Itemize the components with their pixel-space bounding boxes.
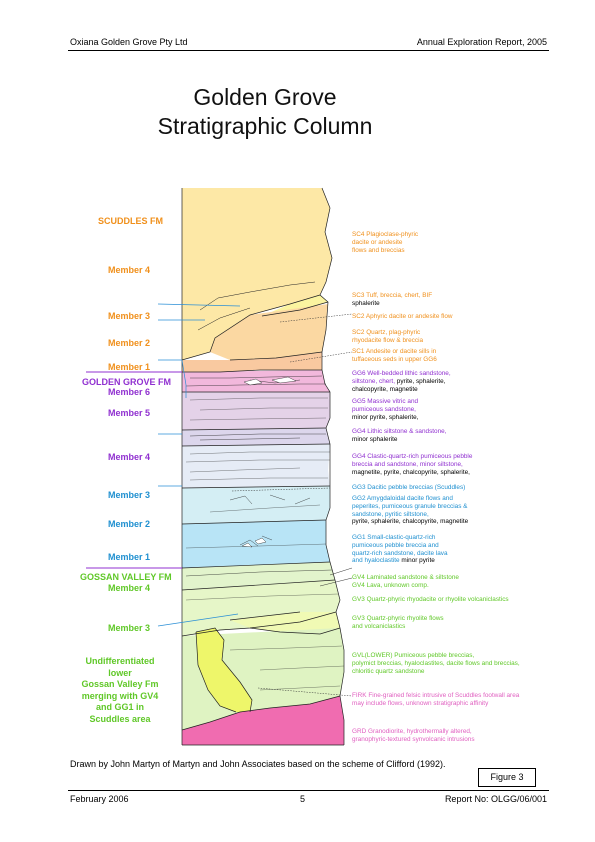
label-member4-gossan-valley: Member 4	[108, 583, 151, 593]
label-undifferentiated: Undifferentiated lower Gossan Valley Fm …	[81, 656, 159, 724]
gg4a-layer	[182, 428, 330, 446]
header-right: Annual Exploration Report, 2005	[416, 37, 547, 47]
desc-sc2-aphyric: SC2 Aphyric dacite or andesite flow	[352, 313, 453, 320]
gv3b-layer	[230, 612, 340, 634]
desc-sc1: SC1 Andesite or dacite sills in tuffaceou…	[352, 348, 437, 363]
label-member3-scuddles: Member 3	[108, 311, 151, 321]
desc-gg5: GG5 Massive vitric and pumiceous sandston…	[352, 398, 419, 421]
label-member2-golden-grove: Member 2	[108, 519, 151, 529]
sc4-layer	[182, 188, 332, 360]
label-golden-grove-fm: GOLDEN GROVE FM	[82, 377, 172, 387]
sc1-layer	[182, 352, 322, 372]
sc3-layer	[262, 295, 328, 316]
desc-gv3-flows: GV3 Quartz-phyric rhyolite flows and volc…	[352, 615, 444, 630]
firk-layer	[196, 628, 252, 712]
label-member3-gossan-valley: Member 3	[108, 623, 151, 633]
desc-gg2: GG2 Amygdaloidal dacite flows and peperit…	[352, 495, 469, 526]
label-member2-scuddles: Member 2	[108, 338, 151, 348]
label-member5: Member 5	[108, 408, 151, 418]
gg2-layer	[182, 486, 330, 524]
desc-gv4-laminated: GV4 Laminated sandstone & siltstone	[352, 574, 459, 581]
grd-layer	[182, 696, 344, 745]
gv3-layer	[182, 580, 340, 636]
header-rule	[68, 50, 549, 51]
desc-gg4-lithic: GG4 Lithic siltstone & sandstone, minor …	[352, 428, 447, 443]
page-number: 5	[300, 794, 306, 804]
desc-gg6: GG6 Well-bedded lithic sandstone, siltst…	[352, 370, 451, 393]
desc-sc4: SC4 Plagioclase-phyric dacite or andesite…	[352, 231, 419, 254]
desc-firk: FIRK Fine-grained felsic intrusive of Sc…	[352, 692, 520, 707]
desc-grd: GRD Granodiorite, hydrothermally altered…	[352, 728, 475, 743]
page-title-line1: Golden Grove	[193, 84, 337, 110]
gv4-layer	[182, 562, 335, 590]
gg5-layer	[182, 392, 330, 430]
label-member1-scuddles: Member 1	[108, 362, 151, 372]
footer-rule	[68, 790, 549, 791]
label-member3-golden-grove: Member 3	[108, 490, 151, 500]
label-member4-scuddles: Member 4	[108, 265, 151, 275]
desc-gvl: GVL(LOWER) Pumiceous pebble breccias, pol…	[352, 652, 520, 675]
desc-gg1: GG1 Small-clastic-quartz-rich pumiceous p…	[352, 534, 448, 565]
sc2-layer	[210, 304, 328, 360]
page-title-line2: Stratigraphic Column	[157, 113, 373, 139]
figure-label: Figure 3	[478, 768, 536, 787]
desc-gv4-lava: GV4 Lava, unknown comp.	[352, 582, 429, 589]
desc-gg4: GG4 Clastic-quartz-rich pumiceous pebble…	[352, 453, 473, 476]
desc-sc3: SC3 Tuff, breccia, chert, BIF sphalerite	[352, 292, 433, 307]
desc-gg3: GG3 Dacitic pebble breccias (Scuddles)	[352, 484, 466, 491]
gg1-layer	[182, 520, 330, 568]
figure-caption: Drawn by John Martyn of Martyn and John …	[70, 759, 446, 769]
label-scuddles-fm: SCUDDLES FM	[98, 216, 163, 226]
desc-sc2: SC2 Quartz, plag-phyric rhyodacite flow &…	[352, 329, 424, 344]
label-member6: Member 6	[108, 387, 151, 397]
desc-gv3-volcaniclastics: GV3 Quartz-phyric rhyodacite or rhyolite…	[352, 596, 509, 603]
label-gossan-valley-fm: GOSSAN VALLEY FM	[80, 572, 172, 582]
label-member1-golden-grove: Member 1	[108, 552, 151, 562]
footer-left: February 2006	[70, 794, 129, 804]
footer-right: Report No: OLGG/06/001	[444, 794, 547, 804]
header-left: Oxiana Golden Grove Pty Ltd	[70, 37, 188, 47]
gg4-layer	[182, 444, 330, 488]
label-member4-golden-grove: Member 4	[108, 452, 151, 462]
